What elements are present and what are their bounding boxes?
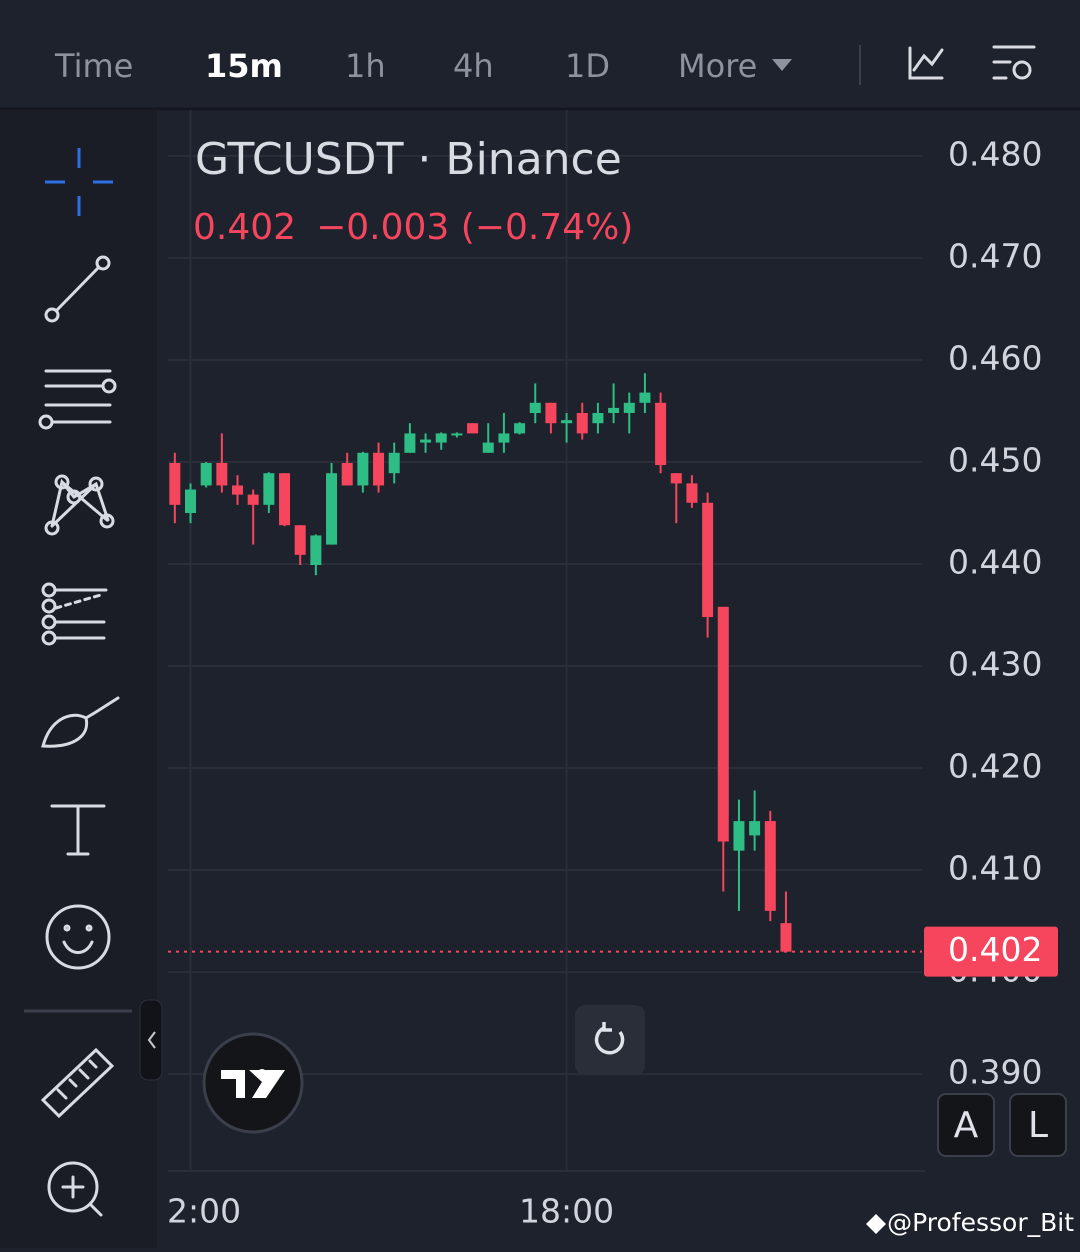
quote: 0.402 −0.003 (−0.74%) — [193, 207, 633, 248]
reset-icon — [594, 1022, 625, 1055]
x-tick-label: 18:00 — [519, 1192, 614, 1231]
price-tag — [924, 926, 1058, 977]
y-tick-label: 0.420 — [948, 747, 1042, 786]
scale-button[interactable] — [1009, 1093, 1067, 1157]
fib-tool[interactable] — [38, 369, 117, 430]
candle-body — [717, 606, 729, 842]
reset-button[interactable] — [575, 1005, 645, 1075]
candle-body — [702, 502, 714, 618]
candle-body — [200, 462, 212, 486]
y-tick-label: 0.480 — [948, 134, 1042, 173]
candle-body — [435, 433, 447, 443]
watermark-icon — [866, 1214, 886, 1234]
candle-body — [639, 392, 651, 403]
candle-body — [764, 821, 776, 911]
crosshair-tool[interactable] — [45, 148, 113, 216]
brush-tool[interactable] — [41, 696, 120, 748]
y-tick-label: 0.410 — [948, 849, 1042, 888]
timeframe-tabs: Time 15m 1h 4h 1D More — [54, 47, 792, 85]
timeframe-tab[interactable]: 1D — [565, 47, 610, 85]
candle-body — [451, 433, 463, 436]
timeframe-tab[interactable]: 15m — [205, 47, 283, 85]
ruler-tool[interactable] — [40, 1047, 115, 1119]
collapse-button[interactable] — [139, 999, 163, 1081]
candle-body — [686, 483, 698, 503]
x-tick-label: 2:00 — [167, 1192, 241, 1231]
scale-button[interactable] — [937, 1093, 995, 1157]
candle-body — [310, 535, 322, 566]
projection-tool[interactable] — [41, 582, 108, 646]
candle-body — [592, 413, 604, 424]
candle-body — [670, 473, 682, 484]
candle-body — [576, 413, 588, 434]
candle-body — [326, 473, 338, 545]
tradingview-logo[interactable] — [202, 1032, 304, 1134]
candle-body — [780, 923, 792, 952]
candle-body — [388, 452, 400, 474]
indicators-button[interactable] — [908, 46, 944, 80]
watermark: @Professor_Bit — [887, 1208, 1074, 1237]
candle-body — [341, 462, 353, 486]
y-tick-label: 0.390 — [948, 1053, 1042, 1092]
candle-body — [529, 402, 541, 414]
timeframe-tab[interactable]: More — [678, 47, 757, 85]
chart-area: 0.3900.4000.4100.4200.4300.4400.4500.460… — [167, 110, 1058, 1231]
candle-body — [623, 402, 635, 414]
emoji-tool[interactable] — [45, 904, 111, 970]
candle-body — [420, 439, 432, 443]
scale-button-label: L — [1028, 1105, 1048, 1146]
timeframe-tab[interactable]: 4h — [453, 47, 494, 85]
candle-body — [232, 485, 244, 495]
y-tick-label: 0.430 — [948, 645, 1042, 684]
trendline-tool[interactable] — [44, 255, 111, 323]
candle-body — [514, 423, 526, 434]
candle-body — [373, 452, 385, 486]
candle-body — [216, 462, 228, 486]
candle-body — [733, 821, 745, 851]
y-tick-label: 0.470 — [948, 236, 1042, 275]
candle-body — [169, 462, 181, 505]
quote-price: 0.402 — [193, 207, 296, 248]
candle-body — [749, 821, 761, 836]
drawing-sidebar — [0, 110, 157, 1248]
y-tick-label: 0.440 — [948, 542, 1042, 581]
text-tool[interactable] — [50, 804, 106, 856]
logo-mark — [221, 1070, 285, 1098]
candle-body — [279, 473, 291, 526]
candle-body — [467, 423, 479, 434]
candle-body — [561, 420, 573, 424]
pattern-tool[interactable] — [44, 474, 115, 536]
candle-body — [404, 433, 416, 453]
y-tick-label: 0.460 — [948, 338, 1042, 377]
y-tick-label: 0.450 — [948, 440, 1042, 479]
price-tag-label: 0.402 — [948, 930, 1042, 969]
candle-body — [545, 402, 557, 424]
candle-body — [294, 525, 306, 555]
candle-body — [357, 452, 369, 486]
collapse-arrow — [147, 1031, 156, 1049]
candle-body — [498, 433, 510, 443]
toolbar — [0, 0, 1080, 108]
timeframe-tab[interactable]: 1h — [345, 47, 386, 85]
more-caret — [772, 59, 792, 71]
candle-body — [263, 473, 275, 505]
symbol-title: GTCUSDT · Binance — [195, 134, 622, 185]
candle-body — [655, 402, 667, 466]
scale-button-label: A — [954, 1105, 979, 1146]
logo-dot — [257, 1069, 267, 1079]
candle-body — [482, 442, 494, 453]
candle-body — [185, 489, 197, 513]
zoom-tool[interactable] — [47, 1161, 103, 1217]
candle-body — [247, 494, 259, 505]
quote-change: −0.003 (−0.74%) — [316, 207, 633, 248]
settings-button[interactable] — [992, 45, 1036, 80]
candle-body — [608, 407, 620, 414]
timeframe-tab[interactable]: Time — [54, 47, 133, 85]
